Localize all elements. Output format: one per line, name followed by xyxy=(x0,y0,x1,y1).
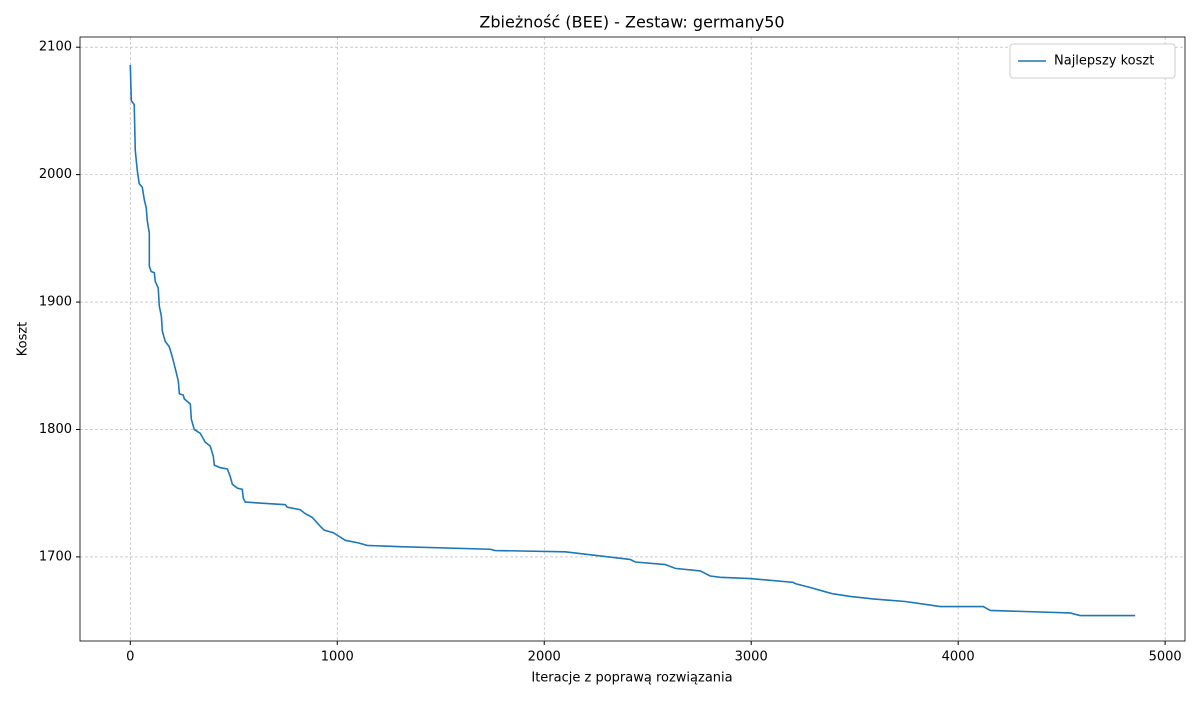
plot-frame xyxy=(79,36,1186,642)
legend-label: Najlepszy koszt xyxy=(1054,54,1154,69)
x-tick-label: 4000 xyxy=(942,650,975,665)
y-tick-label: 1700 xyxy=(39,549,72,564)
chart-title: Zbieżność (BEE) - Zestaw: germany50 xyxy=(479,13,784,32)
legend-box xyxy=(1009,43,1176,79)
y-tick-label: 1800 xyxy=(39,422,72,437)
x-tick-label: 0 xyxy=(126,650,134,665)
x-tick-label: 1000 xyxy=(321,650,354,665)
y-tick-label: 1900 xyxy=(39,295,72,310)
line xyxy=(129,65,1136,617)
x-axis-label: Iteracje z poprawą rozwiązania xyxy=(531,671,732,686)
x-tick-label: 5000 xyxy=(1149,650,1182,665)
x-tick-label: 2000 xyxy=(528,650,561,665)
x-tick-label: 3000 xyxy=(735,650,768,665)
y-tick-label: 2100 xyxy=(39,40,72,55)
y-axis-label: Koszt xyxy=(16,322,31,357)
y-tick-label: 2000 xyxy=(39,167,72,182)
